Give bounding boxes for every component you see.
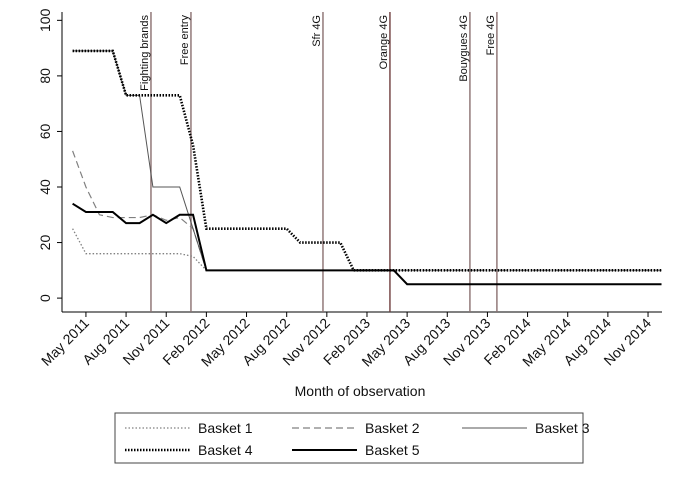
legend-label: Basket 5 — [365, 442, 420, 458]
event-label: Orange 4G — [378, 15, 390, 69]
event-label: Free entry — [179, 15, 191, 66]
legend-label: Basket 1 — [198, 420, 253, 436]
event-label: Fighting brands — [139, 15, 151, 91]
legend-label: Basket 4 — [198, 442, 253, 458]
x-axis-title: Month of observation — [295, 383, 426, 399]
event-label: Free 4G — [485, 15, 497, 55]
legend-box — [114, 412, 584, 464]
series-line — [72, 202, 662, 286]
y-tick-label: 80 — [37, 68, 53, 84]
y-tick-label: 100 — [37, 8, 53, 32]
legend-label: Basket 3 — [535, 420, 590, 436]
event-label: Bouygues 4G — [458, 15, 470, 82]
event-label: Sfr 4G — [311, 15, 323, 47]
legend-label: Basket 2 — [365, 420, 420, 436]
y-tick-label: 20 — [37, 235, 53, 251]
y-tick-label: 60 — [37, 123, 53, 139]
y-tick-label: 0 — [37, 294, 53, 302]
y-tick-label: 40 — [37, 179, 53, 195]
